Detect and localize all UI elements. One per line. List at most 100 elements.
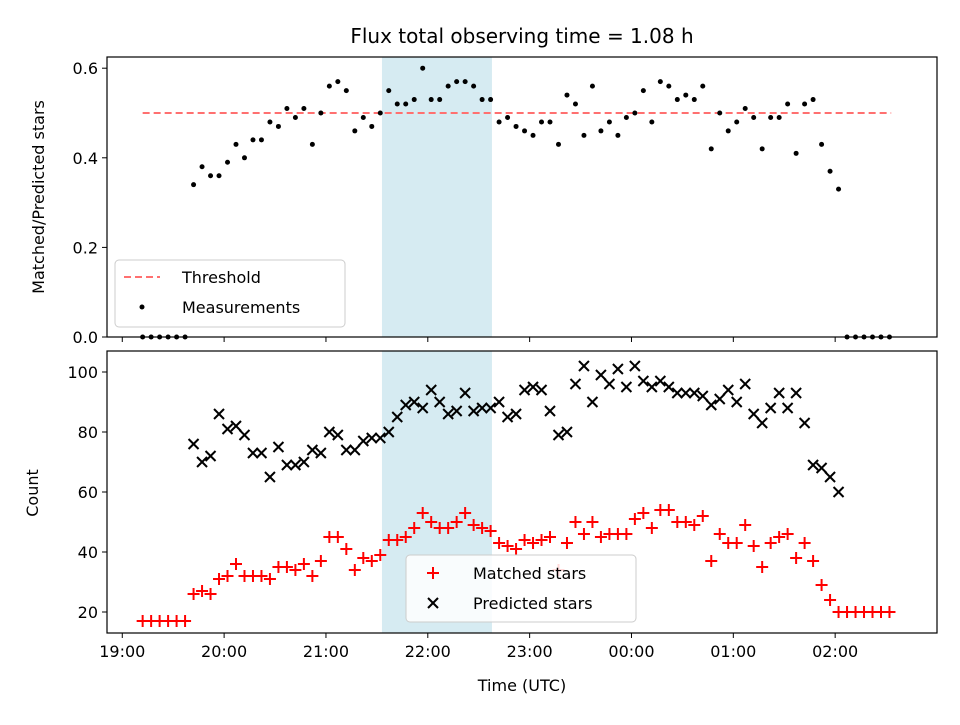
predicted-star-point	[603, 378, 616, 390]
measurement-point	[428, 97, 434, 103]
y-tick-label: 100	[67, 363, 98, 382]
predicted-star-point	[552, 429, 565, 441]
measurement-point	[437, 97, 443, 103]
predicted-star-point	[705, 399, 717, 411]
legend-predicted-label: Predicted stars	[473, 594, 593, 613]
predicted-star-point	[255, 447, 268, 459]
predicted-star-point	[747, 408, 760, 420]
matched-star-point	[518, 534, 531, 546]
measurement-point	[284, 106, 290, 112]
x-tick-label: 01:00	[710, 642, 756, 661]
y-tick-label: 80	[78, 423, 98, 442]
matched-star-point	[221, 570, 234, 582]
measurement-point	[742, 106, 748, 112]
predicted-star-point	[569, 378, 582, 390]
measurement-point	[454, 79, 460, 85]
measurement-point	[623, 114, 629, 120]
measurement-point	[488, 97, 494, 103]
matched-star-point	[348, 564, 361, 576]
matched-star-point	[196, 585, 209, 597]
matched-star-point	[416, 507, 429, 519]
measurement-point	[326, 83, 332, 89]
matched-star-point	[450, 516, 463, 528]
legend-matched-swatch	[427, 567, 439, 579]
matched-star-point	[815, 579, 828, 591]
predicted-star-point	[586, 396, 599, 408]
matched-star-point	[586, 516, 599, 528]
predicted-star-point	[416, 402, 429, 414]
measurement-point	[793, 150, 799, 156]
predicted-star-point	[629, 360, 641, 372]
legend-measurement-label: Measurements	[182, 298, 300, 317]
measurement-point	[700, 83, 706, 89]
legend-threshold-label: Threshold	[181, 268, 261, 287]
measurement-point	[539, 119, 545, 125]
measurement-point	[615, 132, 621, 138]
measurement-point	[640, 88, 646, 94]
predicted-star-point	[764, 402, 777, 414]
predicted-star-point	[544, 405, 556, 417]
predicted-star-point	[722, 384, 734, 396]
matched-star-point	[594, 531, 607, 543]
measurement-point	[768, 114, 774, 120]
measurement-point	[360, 114, 366, 120]
predicted-star-point	[731, 396, 743, 408]
matched-star-point	[527, 537, 540, 549]
legend-predicted-swatch	[427, 597, 439, 609]
y-tick-label: 0.2	[73, 238, 98, 257]
top-shaded-band	[381, 57, 492, 337]
measurement-point	[318, 110, 324, 116]
measurement-point	[471, 83, 477, 89]
predicted-star-point	[756, 417, 768, 429]
measurement-point	[674, 97, 680, 103]
predicted-star-point	[340, 444, 353, 456]
x-axis-label: Time (UTC)	[477, 676, 566, 695]
measurement-point	[802, 101, 808, 107]
matched-star-point	[408, 522, 421, 534]
x-tick-label: 19:00	[99, 642, 145, 661]
matched-star-point	[569, 516, 582, 528]
matched-star-point	[679, 516, 692, 528]
chart-title: Flux total observing time = 1.08 h	[350, 24, 693, 48]
matched-star-point	[204, 588, 217, 600]
predicted-star-point	[595, 369, 607, 381]
x-tick-label: 23:00	[507, 642, 553, 661]
measurement-point	[191, 182, 197, 188]
measurement-point	[836, 186, 842, 192]
matched-star-point	[255, 570, 268, 582]
matched-star-point	[306, 570, 319, 582]
measurement-point	[606, 119, 612, 125]
predicted-star-point	[238, 429, 251, 441]
predicted-star-point	[637, 375, 650, 387]
predicted-star-point	[196, 456, 208, 468]
predicted-star-point	[213, 408, 225, 420]
matched-star-point	[739, 519, 752, 531]
matched-star-point	[883, 606, 896, 618]
measurement-point	[309, 141, 315, 147]
bottom-legend-box	[405, 554, 637, 623]
predicted-star-point	[400, 399, 412, 411]
measurement-point	[292, 114, 298, 120]
measurement-point	[445, 83, 451, 89]
matched-star-point	[645, 522, 658, 534]
measurement-point	[691, 97, 697, 103]
measurement-point	[564, 92, 570, 98]
measurement-point	[819, 141, 825, 147]
measurement-point	[683, 92, 689, 98]
matched-star-point	[399, 531, 412, 543]
y-tick-label: 0.6	[73, 59, 98, 78]
matched-star-point	[484, 525, 497, 537]
predicted-star-point	[688, 387, 700, 399]
measurement-point	[810, 97, 816, 103]
predicted-star-point	[484, 402, 497, 414]
measurement-point	[420, 65, 426, 71]
predicted-star-point	[450, 405, 463, 417]
predicted-star-point	[773, 387, 785, 399]
predicted-star-point	[425, 384, 437, 396]
matched-star-point	[187, 588, 200, 600]
predicted-star-point	[527, 381, 539, 393]
predicted-star-point	[272, 441, 285, 453]
bottom-legend: Matched stars Predicted stars	[405, 554, 637, 623]
predicted-star-point	[680, 387, 692, 399]
